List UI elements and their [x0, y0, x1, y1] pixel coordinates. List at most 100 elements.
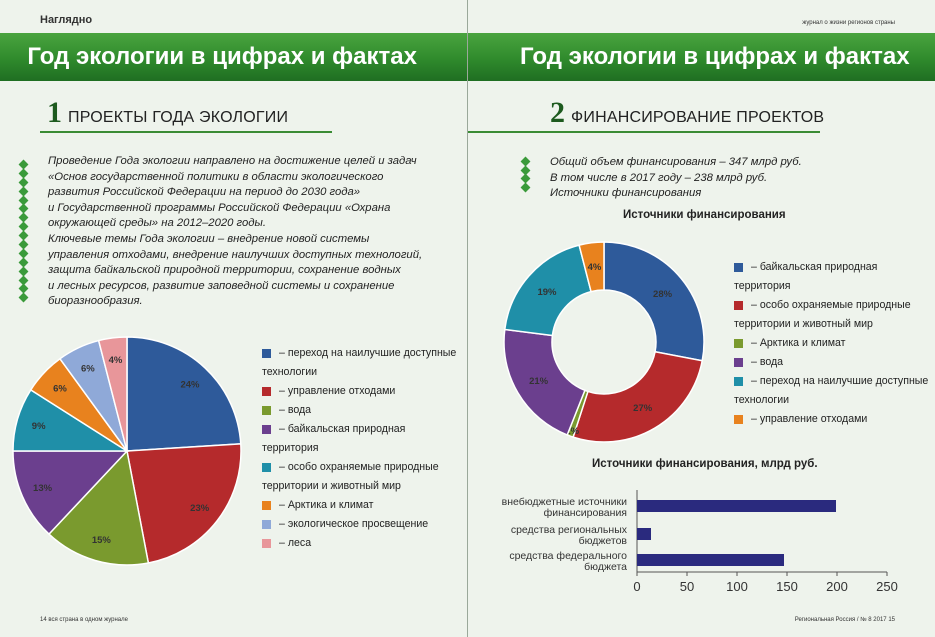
category-label: средства федерального — [509, 550, 627, 562]
intro-text: Общий объем финансирования – 347 млрд ру… — [550, 155, 802, 202]
bar-chart-title: Источники финансирования, млрд руб. — [592, 458, 818, 470]
legend-label-continued: территории и животный мир — [734, 318, 873, 330]
slice-value-label: 9% — [32, 421, 46, 432]
section-title: ФИНАНСИРОВАНИЕ ПРОЕКТОВ — [571, 109, 825, 126]
page-footer: 14 вся страна в одном журнале — [40, 617, 128, 623]
legend-label: – переход на наилучшие доступные — [751, 375, 929, 387]
intro-line: Общий объем финансирования – 347 млрд ру… — [550, 156, 802, 168]
pie-slice — [603, 241, 705, 362]
legend-label: – байкальская природная — [279, 423, 406, 435]
legend-item: – вода — [734, 353, 928, 372]
intro-line: защита байкальской природной территории,… — [48, 264, 401, 277]
category-label: средства региональных — [511, 524, 628, 536]
section-rule — [40, 131, 332, 133]
slice-value-label: 15% — [92, 535, 112, 546]
bullet-column — [520, 156, 531, 193]
page-fold — [467, 0, 468, 637]
bullet-column — [18, 159, 29, 303]
legend-item: – экологическое просвещение — [262, 515, 456, 534]
pie-slice — [12, 450, 129, 536]
intro-line: биоразнообразия. — [48, 295, 143, 308]
intro-line: Ключевые темы Года экологии – внедрение … — [48, 232, 370, 245]
slice-value-label: 21% — [529, 376, 549, 387]
legend-label-continued: территории и животный мир — [262, 480, 401, 492]
bar — [637, 500, 836, 512]
x-tick-label: 150 — [776, 579, 798, 594]
legend-swatch — [734, 301, 743, 310]
legend-swatch — [262, 501, 271, 510]
left-page: Наглядно Год экологии в цифрах и фактах … — [0, 0, 467, 637]
slice-value-label: 28% — [653, 289, 673, 300]
legend-item: – вода — [262, 401, 456, 420]
banner-title: Год экологии в цифрах и фактах — [520, 43, 910, 70]
legend-item: – байкальская природная территория — [734, 258, 928, 296]
pie-slice — [126, 443, 242, 564]
legend-label: – управление отходами — [751, 413, 868, 425]
legend-item: – особо охраняемые природные территории и… — [734, 296, 928, 334]
section-number: 1 — [47, 96, 62, 129]
legend-swatch — [262, 406, 271, 415]
legend-label-continued: территория — [262, 442, 319, 454]
slice-value-label: 13% — [33, 483, 53, 494]
legend-label-continued: территория — [734, 280, 791, 292]
intro-line: «Основ государственной политики в област… — [48, 170, 384, 183]
section-number: 2 — [550, 96, 565, 129]
section-heading: 1 ПРОЕКТЫ ГОДА ЭКОЛОГИИ — [47, 96, 288, 130]
legend-swatch — [734, 377, 743, 386]
intro-line: В том числе в 2017 году – 238 млрд руб. — [550, 171, 768, 184]
legend-label: – переход на наилучшие доступные — [279, 347, 457, 359]
legend-swatch — [262, 425, 271, 434]
legend-label: – леса — [279, 537, 312, 549]
legend-item: – особо охраняемые природные территории и… — [262, 458, 456, 496]
x-tick-label: 200 — [826, 579, 848, 594]
banner: Год экологии в цифрах и фактах — [0, 33, 467, 81]
legend-label: – байкальская природная — [751, 261, 878, 273]
intro-line: управления отходами, внедрение наилучших… — [48, 248, 423, 261]
legend-swatch — [734, 358, 743, 367]
intro-line: и лесных ресурсов, развитие заповедной с… — [48, 279, 395, 292]
slice-value-label: 19% — [537, 287, 557, 298]
banner: Год экологии в цифрах и фактах — [468, 33, 935, 81]
intro-line: и Государственной программы Российской Ф… — [48, 201, 391, 214]
donut-chart-title: Источники финансирования — [623, 209, 786, 221]
legend-label-continued: технологии — [262, 366, 318, 378]
banner-title: Год экологии в цифрах и фактах — [27, 43, 417, 70]
running-head: Наглядно — [40, 14, 93, 26]
legend-swatch — [734, 263, 743, 272]
legend-label: – особо охраняемые природные — [279, 461, 439, 473]
legend-swatch — [734, 339, 743, 348]
legend-label: – Арктика и климат — [279, 499, 374, 511]
legend-item: – Арктика и климат — [734, 334, 928, 353]
slice-value-label: 27% — [633, 403, 653, 414]
legend-label: – вода — [751, 356, 784, 368]
legend-swatch — [262, 539, 271, 548]
legend-item: – байкальская природная территория — [262, 420, 456, 458]
legend-item: – управление отходами — [262, 382, 456, 401]
slice-value-label: 24% — [180, 379, 200, 390]
legend-label: – экологическое просвещение — [279, 518, 429, 530]
x-tick-label: 100 — [726, 579, 748, 594]
bar — [637, 528, 651, 540]
legend-item: – Арктика и климат — [262, 496, 456, 515]
slice-value-label: 1% — [565, 426, 579, 437]
donut-legend-funding: – байкальская природная территория – особо… — [734, 258, 928, 429]
intro-line: развития Российской Федерации на период … — [48, 186, 361, 199]
category-label: финансирования — [544, 507, 627, 519]
bullet-diamond-icon — [520, 182, 531, 193]
pie-slice — [126, 336, 242, 452]
pie-legend-projects: – переход на наилучшие доступные технолог… — [262, 344, 456, 553]
bar-chart-funding: 0 50 100 150 200 250 внебюджетные источникифин… — [502, 490, 898, 594]
slice-value-label: 23% — [190, 503, 210, 514]
category-label: внебюджетные источники — [502, 496, 627, 508]
intro-line: окружающей среды» на 2012–2020 годы. — [48, 217, 266, 230]
donut-chart-funding: 28% 27% 1% 21% 19% 4% — [503, 241, 705, 443]
legend-label-continued: технологии — [734, 394, 790, 406]
intro-line: Проведение Года экологии направлено на д… — [48, 155, 417, 167]
pie-slice — [97, 336, 128, 452]
legend-label: – Арктика и климат — [751, 337, 846, 349]
legend-label: – вода — [279, 404, 312, 416]
category-label: бюджета — [584, 561, 627, 573]
slice-value-label: 6% — [53, 384, 67, 395]
legend-swatch — [262, 349, 271, 358]
x-tick-label: 50 — [680, 579, 694, 594]
